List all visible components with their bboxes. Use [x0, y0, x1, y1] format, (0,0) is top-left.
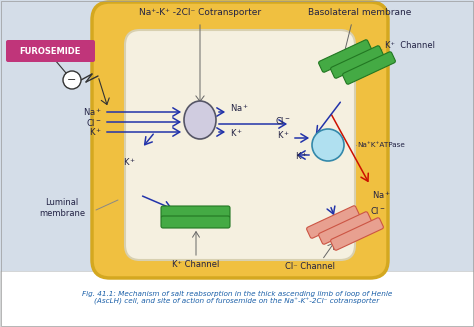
FancyBboxPatch shape [330, 46, 383, 78]
Text: K$^+$: K$^+$ [123, 156, 136, 168]
FancyBboxPatch shape [307, 206, 359, 238]
Text: K⁺  Channel: K⁺ Channel [385, 41, 435, 49]
FancyBboxPatch shape [330, 218, 383, 250]
Ellipse shape [184, 101, 216, 139]
Text: Na⁺-K⁺ -2Cl⁻ Cotransporter: Na⁺-K⁺ -2Cl⁻ Cotransporter [139, 8, 261, 17]
Text: Na$^+$: Na$^+$ [230, 102, 249, 114]
Ellipse shape [312, 129, 344, 161]
Text: Cl$^-$: Cl$^-$ [86, 116, 102, 128]
Text: Na$^+$: Na$^+$ [372, 189, 391, 201]
Text: K$^+$: K$^+$ [230, 127, 243, 139]
FancyBboxPatch shape [125, 30, 355, 260]
FancyBboxPatch shape [319, 212, 372, 244]
Text: Na⁺K⁺ATPase: Na⁺K⁺ATPase [357, 142, 405, 148]
Text: Basolateral membrane: Basolateral membrane [308, 8, 412, 17]
Text: Cl⁻ Channel: Cl⁻ Channel [285, 262, 335, 271]
Text: K⁺ Channel: K⁺ Channel [173, 260, 219, 269]
FancyBboxPatch shape [343, 52, 395, 84]
Text: Cl$^-$: Cl$^-$ [275, 115, 291, 127]
FancyBboxPatch shape [6, 40, 95, 62]
Text: Na$^+$: Na$^+$ [83, 106, 102, 118]
FancyBboxPatch shape [0, 271, 474, 327]
Text: K$^+$: K$^+$ [89, 126, 102, 138]
Text: −: − [67, 75, 77, 85]
FancyBboxPatch shape [0, 0, 474, 271]
Text: FUROSEMIDE: FUROSEMIDE [19, 46, 81, 56]
Text: Cl$^-$: Cl$^-$ [370, 204, 386, 215]
Text: Luminal
membrane: Luminal membrane [39, 198, 85, 218]
Circle shape [63, 71, 81, 89]
Text: K$^+$: K$^+$ [295, 150, 308, 162]
FancyBboxPatch shape [319, 40, 372, 72]
Text: Fig. 41.1: Mechanism of salt reabsorption in the thick ascending limb of loop of: Fig. 41.1: Mechanism of salt reabsorptio… [82, 291, 392, 305]
Text: K$^+$: K$^+$ [277, 129, 290, 141]
FancyBboxPatch shape [161, 206, 230, 218]
FancyBboxPatch shape [161, 216, 230, 228]
FancyBboxPatch shape [92, 2, 388, 278]
